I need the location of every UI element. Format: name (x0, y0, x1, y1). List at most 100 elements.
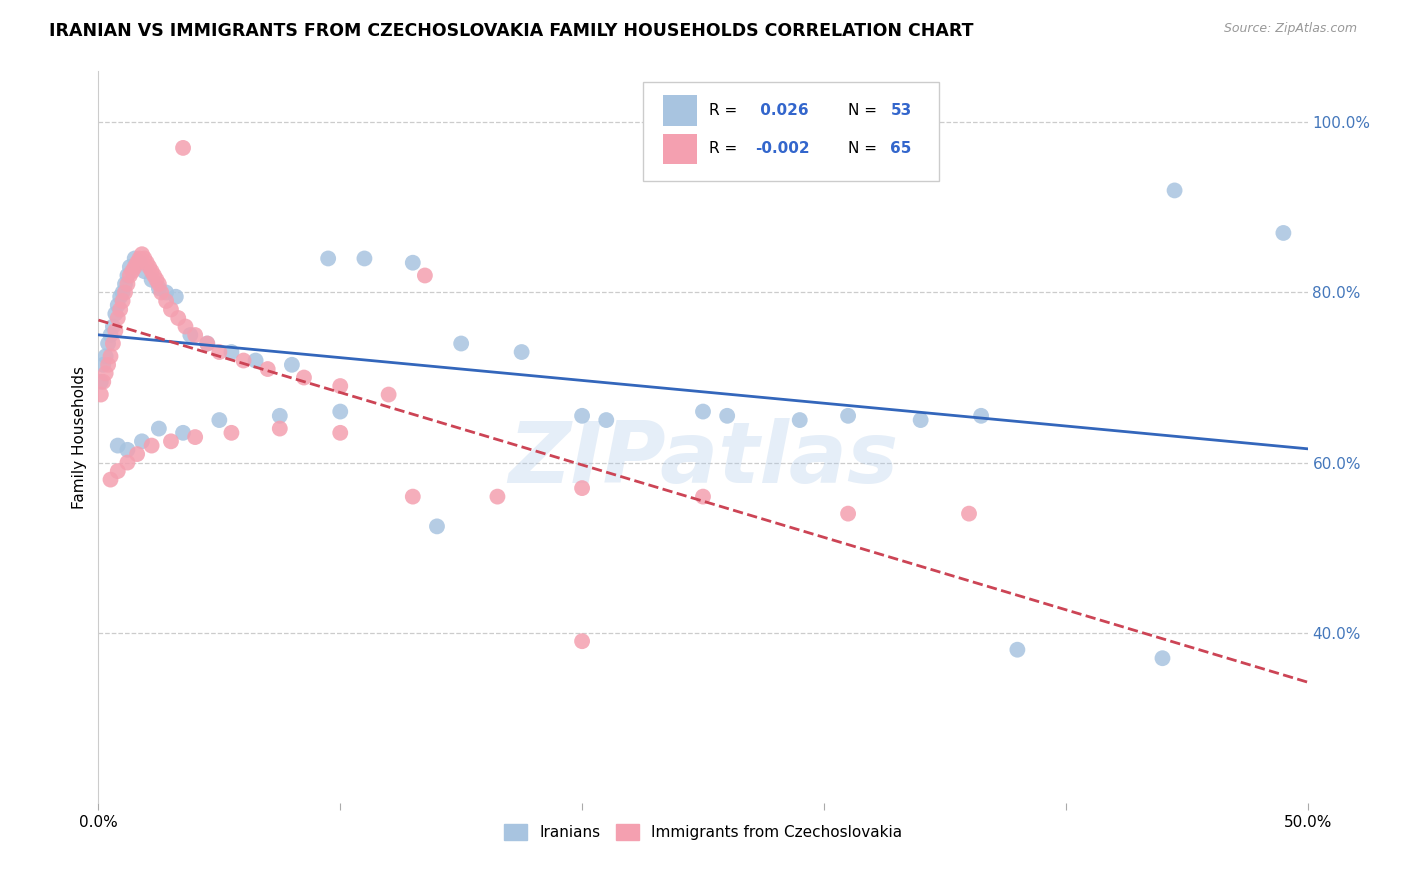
Point (1163, 183, 1185, 197)
Point (571, 634, 593, 648)
Point (292, 370, 315, 384)
Point (970, 409, 993, 423)
Point (141, 439, 163, 453)
Point (837, 409, 859, 423)
Bar (664, 95, 697, 126)
Point (1272, 226, 1295, 240)
Point (107, 439, 129, 453)
Point (101, 336, 124, 351)
Point (1152, 651, 1174, 665)
Point (100, 328, 122, 343)
Point (134, 252, 156, 266)
Point (111, 293, 134, 308)
Point (108, 302, 131, 317)
Point (118, 260, 141, 274)
Point (486, 490, 509, 504)
Point (837, 507, 859, 521)
Point (160, 302, 183, 317)
Point (316, 252, 339, 266)
Point (789, 413, 811, 427)
Legend: Iranians, Immigrants from Czechoslovakia: Iranians, Immigrants from Czechoslovakia (498, 818, 908, 847)
Point (117, 442, 139, 457)
Point (118, 268, 141, 283)
Point (90, 375, 112, 389)
Point (107, 464, 129, 478)
Point (124, 252, 146, 266)
Point (402, 256, 425, 270)
Point (716, 409, 738, 423)
Point (94, 349, 117, 363)
Text: 53: 53 (890, 103, 911, 119)
Point (208, 345, 231, 359)
Point (450, 336, 472, 351)
Point (111, 285, 134, 300)
Point (131, 247, 153, 261)
Text: N =: N = (848, 103, 882, 119)
Point (100, 349, 122, 363)
Point (329, 404, 352, 418)
Point (595, 413, 617, 427)
Point (413, 268, 436, 283)
Point (329, 379, 352, 393)
Point (269, 421, 291, 435)
Point (117, 456, 139, 470)
Point (127, 256, 149, 270)
Point (377, 387, 399, 401)
Point (134, 264, 156, 278)
Point (128, 252, 150, 266)
Point (172, 425, 194, 440)
Point (114, 285, 136, 300)
Bar (664, 134, 697, 164)
FancyBboxPatch shape (643, 82, 939, 181)
Point (148, 277, 170, 291)
Point (221, 425, 243, 440)
Point (108, 290, 131, 304)
Text: R =: R = (709, 103, 742, 119)
Point (128, 256, 150, 270)
Point (256, 362, 278, 376)
Point (104, 324, 127, 338)
Point (160, 434, 183, 449)
Point (195, 336, 218, 351)
Text: IRANIAN VS IMMIGRANTS FROM CZECHOSLOVAKIA FAMILY HOUSEHOLDS CORRELATION CHART: IRANIAN VS IMMIGRANTS FROM CZECHOSLOVAKI… (49, 22, 974, 40)
Point (179, 328, 201, 343)
Point (90, 387, 112, 401)
Point (426, 519, 449, 533)
Point (138, 260, 160, 274)
Point (155, 293, 177, 308)
Point (135, 256, 157, 270)
Y-axis label: Family Households: Family Households (72, 366, 87, 508)
Point (329, 425, 352, 440)
Point (94, 366, 117, 380)
Point (97, 336, 120, 351)
Point (184, 328, 207, 343)
Point (281, 358, 304, 372)
Text: R =: R = (709, 142, 742, 156)
Point (1007, 642, 1029, 657)
Text: N =: N = (848, 142, 882, 156)
Point (100, 473, 122, 487)
Text: -0.002: -0.002 (755, 142, 810, 156)
Point (148, 281, 170, 295)
Point (141, 264, 163, 278)
Point (910, 413, 932, 427)
Point (117, 268, 139, 283)
Point (121, 264, 143, 278)
Point (232, 353, 254, 368)
Text: Source: ZipAtlas.com: Source: ZipAtlas.com (1223, 22, 1357, 36)
Point (692, 404, 714, 418)
Text: 65: 65 (890, 142, 912, 156)
Point (124, 260, 146, 274)
Point (148, 421, 170, 435)
Point (143, 268, 166, 283)
Point (353, 252, 375, 266)
Point (184, 430, 207, 444)
Text: ZIPatlas: ZIPatlas (508, 417, 898, 500)
Point (165, 290, 187, 304)
Point (145, 273, 167, 287)
Point (91, 375, 114, 389)
Point (510, 345, 533, 359)
Point (107, 311, 129, 326)
Point (269, 409, 291, 423)
Point (195, 336, 218, 351)
